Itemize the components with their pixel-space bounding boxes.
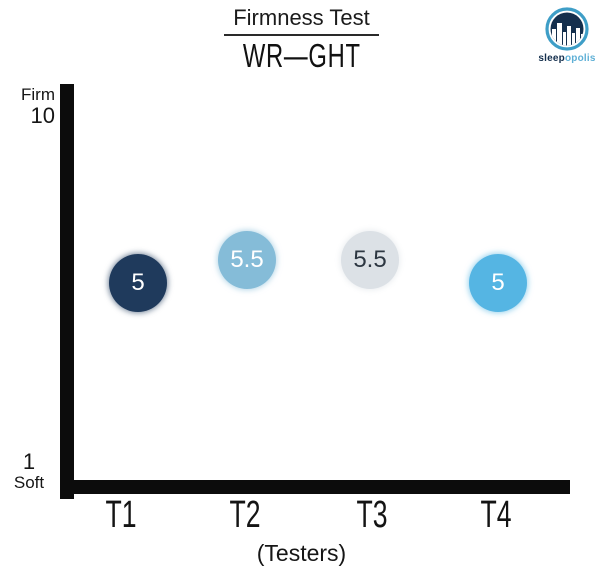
data-point-t2: 5.5 (218, 230, 276, 289)
y-axis-1-label: 1 (22, 449, 36, 474)
chart-header: Firmness Test WR—GHT (0, 5, 603, 75)
brand-wordmark: WR—GHT (242, 37, 361, 75)
x-tick-t2: T2 (229, 494, 261, 536)
y-axis-soft-label: Soft (13, 473, 45, 493)
sleepopolis-logo: sleepopolis (538, 6, 596, 64)
y-axis-line (60, 84, 74, 499)
x-axis-title: (Testers) (256, 540, 347, 566)
data-point-t4: 5 (469, 254, 527, 312)
y-axis-firm-label: Firm (21, 85, 55, 104)
x-axis-line (60, 480, 570, 494)
data-point-t1: 5 (109, 254, 167, 312)
chart-title: Firmness Test (224, 5, 379, 37)
x-tick-t1: T1 (105, 494, 137, 536)
y-axis-max-tick: Firm 10 (0, 86, 55, 127)
logo-text-sleep: sleep (538, 53, 565, 64)
x-tick-t3: T3 (356, 494, 388, 536)
sleepopolis-logo-text: sleepopolis (538, 53, 596, 64)
y-axis-10-label: 10 (30, 102, 55, 128)
city-skyline-icon (545, 7, 589, 51)
y-axis-min-tick: 1 Soft (0, 450, 58, 493)
logo-text-opolis: opolis (564, 53, 596, 64)
data-point-t3: 5.5 (341, 230, 399, 289)
x-tick-t4: T4 (480, 494, 512, 536)
